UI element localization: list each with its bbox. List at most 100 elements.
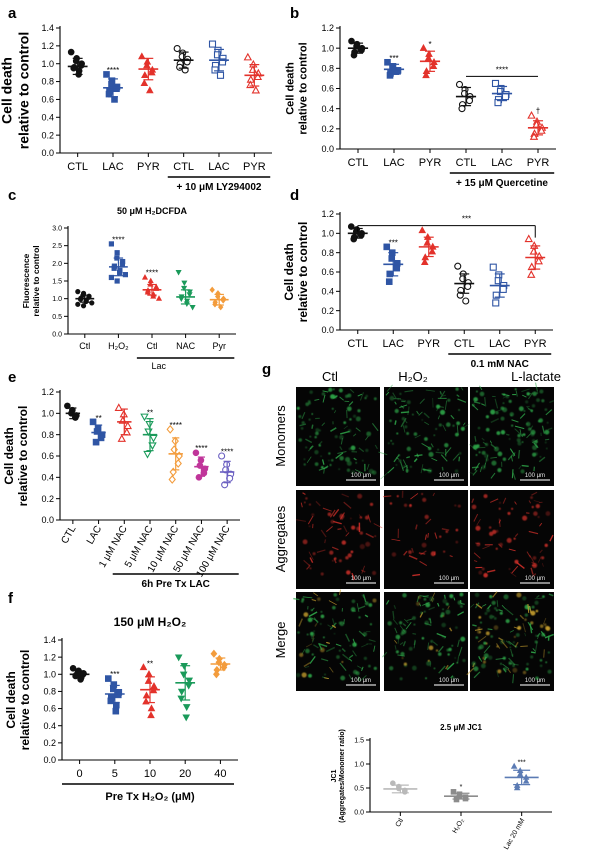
significance-label: **** [112, 236, 124, 245]
cell-process [357, 665, 363, 670]
cell-speck [347, 553, 352, 558]
cell-speck [361, 459, 364, 462]
cell-process [394, 420, 397, 425]
data-point [185, 677, 194, 685]
data-point [251, 85, 261, 94]
cell-process [399, 641, 404, 646]
cell-process [514, 533, 519, 538]
cell-speck [320, 614, 325, 619]
cell-process [432, 597, 434, 603]
cell-process [441, 394, 446, 397]
cell-process [308, 551, 314, 560]
cell-speck [305, 648, 310, 654]
cell-speck [539, 389, 544, 394]
cell-speck [404, 425, 408, 429]
cell-speck [319, 622, 322, 625]
cell-process [516, 562, 525, 569]
cell-speck [435, 649, 439, 652]
micro-col-label-ctl: Ctl [322, 369, 338, 384]
cell-speck [460, 636, 466, 642]
cell-process [490, 456, 498, 459]
chart-panel-b: 0.0 0.2 0.4 0.6 0.8 1.0 1.2 Cell death relative … [284, 23, 556, 189]
cell-speck [297, 631, 300, 634]
data-point [177, 695, 186, 703]
cell-speck [497, 451, 503, 457]
cell-process [520, 645, 528, 647]
cell-speck [339, 456, 344, 461]
cell-process [428, 606, 435, 611]
micrograph-background [470, 592, 554, 691]
cell-speck [455, 528, 459, 532]
cell-speck [479, 621, 483, 624]
cell-speck [451, 644, 454, 647]
cell-process [393, 605, 397, 610]
cell-process [424, 421, 430, 426]
cell-process [308, 446, 313, 452]
cell-process [402, 623, 407, 627]
y-axis-label: relative to control [18, 650, 32, 751]
cell-speck [300, 426, 304, 430]
y-axis-label: Cell death [282, 243, 296, 300]
cell-speck [301, 421, 305, 425]
cell-process [508, 657, 516, 666]
data-point [142, 697, 150, 705]
cell-speck [396, 495, 399, 498]
cell-speck [346, 460, 352, 466]
cell-speck [421, 419, 424, 421]
cell-speck [368, 603, 373, 607]
cell-speck [373, 397, 377, 401]
cell-speck [539, 664, 543, 668]
cell-speck [430, 639, 434, 643]
cell-speck [544, 441, 547, 444]
cell-process [331, 624, 337, 629]
y-axis-label: Cell death [4, 671, 18, 728]
cell-speck [389, 395, 395, 401]
cell-speck [489, 595, 492, 597]
cell-process [343, 501, 352, 509]
cell-process [380, 472, 388, 480]
data-point [103, 71, 110, 78]
cell-process [403, 550, 408, 556]
cell-process [315, 500, 321, 507]
cell-speck [308, 503, 311, 506]
cell-speck [338, 559, 342, 563]
cell-speck [428, 451, 434, 457]
cell-process [400, 417, 407, 428]
cell-speck [350, 607, 356, 612]
x-tick-label: Pyr [212, 341, 226, 351]
micrograph-tile: 100 μm [293, 589, 380, 691]
cell-speck [491, 460, 497, 466]
cell-speck [478, 570, 483, 575]
cell-speck [303, 458, 306, 461]
cell-speck [517, 433, 521, 438]
y-tick-label: 1.4 [43, 635, 56, 645]
cell-process [519, 429, 522, 437]
cell-speck [389, 419, 392, 423]
data-point [209, 286, 215, 294]
cell-process [474, 602, 480, 609]
cell-speck [328, 452, 331, 455]
data-point [182, 704, 191, 712]
significance-label: ** [147, 409, 153, 418]
cell-speck [454, 657, 457, 659]
cell-process [501, 640, 508, 649]
cell-process [427, 642, 430, 651]
x-tick-label: CTL [348, 157, 369, 169]
chart-panel-f: 0.0 0.2 0.4 0.6 0.8 1.0 1.2 1.4 Cell death relati… [4, 615, 238, 803]
cell-speck [452, 424, 455, 427]
data-point [155, 295, 163, 301]
cell-process [329, 666, 334, 673]
cell-process [539, 522, 543, 527]
cell-speck [423, 469, 426, 472]
cell-speck [535, 609, 539, 613]
cell-speck [526, 423, 528, 425]
cell-speck [541, 399, 545, 403]
y-tick-label: 0.0 [321, 144, 334, 154]
cell-process [419, 398, 425, 404]
cell-process [457, 611, 464, 616]
cell-process [540, 630, 546, 637]
cell-speck [411, 413, 414, 416]
panel-letter-g: g [262, 361, 271, 378]
cell-process [343, 619, 345, 625]
data-point [122, 272, 128, 278]
